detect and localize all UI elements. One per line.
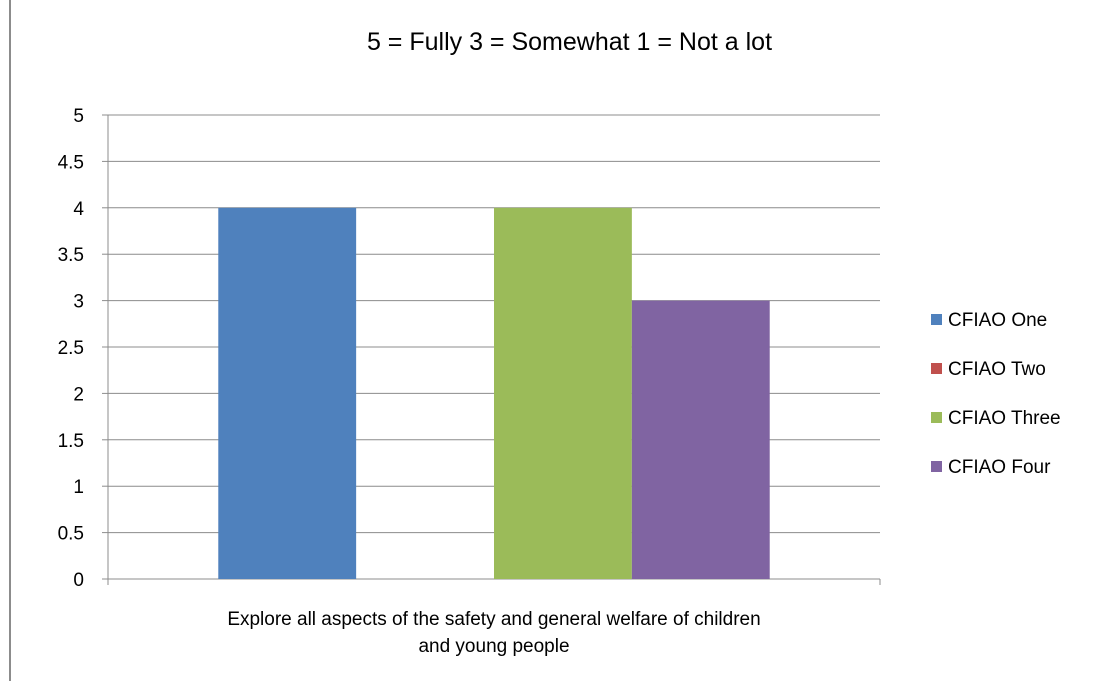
y-tick-label: 2.5 bbox=[58, 338, 84, 359]
y-tick-label: 4.5 bbox=[58, 152, 84, 173]
y-tick-label: 1 bbox=[73, 477, 84, 498]
y-tick-label: 1.5 bbox=[58, 431, 84, 452]
legend-swatch bbox=[931, 363, 942, 374]
legend-label: CFIAO Three bbox=[948, 408, 1061, 429]
y-tick-label: 0.5 bbox=[58, 524, 84, 545]
x-category-label: Explore all aspects of the safety and ge… bbox=[227, 609, 760, 630]
left-border bbox=[9, 0, 11, 681]
legend-swatch bbox=[931, 314, 942, 325]
bar-cfiao-three bbox=[494, 207, 632, 580]
legend-swatch bbox=[931, 412, 942, 423]
y-tick-label: 4 bbox=[73, 199, 84, 220]
bar-cfiao-four bbox=[631, 300, 770, 579]
chart-title: 5 = Fully 3 = Somewhat 1 = Not a lot bbox=[366, 28, 773, 56]
legend-label: CFIAO Two bbox=[948, 359, 1046, 380]
x-category-label: and young people bbox=[418, 636, 569, 657]
legend-swatch bbox=[931, 461, 942, 472]
y-tick-label: 0 bbox=[73, 570, 84, 591]
y-tick-label: 3 bbox=[73, 292, 84, 313]
y-tick-label: 5 bbox=[73, 106, 84, 127]
y-tick-label: 2 bbox=[73, 384, 84, 405]
legend-label: CFIAO Four bbox=[948, 457, 1051, 478]
legend-label: CFIAO One bbox=[948, 310, 1047, 331]
y-tick-label: 3.5 bbox=[58, 245, 84, 266]
bar-cfiao-one bbox=[218, 207, 357, 580]
